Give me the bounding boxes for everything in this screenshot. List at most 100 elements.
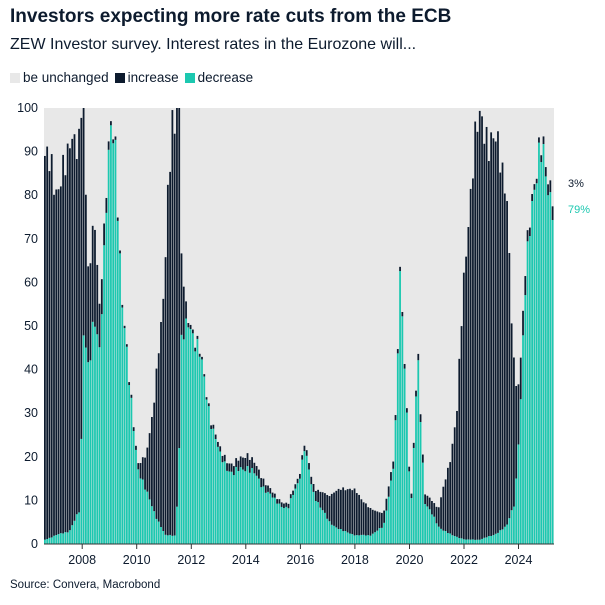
y-tick-label: 70 <box>24 232 38 246</box>
bar-increase <box>467 227 470 540</box>
bar-increase <box>248 459 251 473</box>
bar-decrease <box>64 532 67 544</box>
bar-decrease <box>141 479 144 544</box>
bar-increase <box>155 368 158 519</box>
bar-decrease <box>431 514 433 544</box>
bar-decrease <box>144 489 146 544</box>
bar-increase <box>312 484 315 492</box>
bar-increase <box>296 478 299 484</box>
bar-decrease <box>517 444 520 544</box>
bar-decrease <box>278 503 281 544</box>
bar-decrease <box>396 353 399 544</box>
bar-increase <box>110 121 112 126</box>
bar-increase <box>515 386 518 479</box>
bar-increase <box>112 139 115 144</box>
bar-increase <box>549 180 552 193</box>
bar-increase <box>153 402 156 512</box>
bar-increase <box>494 141 497 534</box>
bar-increase <box>351 490 354 535</box>
bar-increase <box>472 178 474 540</box>
bar-decrease <box>221 462 224 544</box>
bar-increase <box>62 154 64 534</box>
bar-decrease <box>258 478 260 544</box>
bar-increase <box>408 466 411 472</box>
bar-decrease <box>342 531 345 544</box>
bar-increase <box>289 494 292 499</box>
y-tick-label: 60 <box>24 275 38 289</box>
x-tick-label: 2018 <box>341 553 369 567</box>
y-tick-label: 40 <box>24 363 38 377</box>
bar-decrease <box>367 535 370 544</box>
bar-increase <box>185 301 187 319</box>
bar-increase <box>69 148 71 531</box>
bar-increase <box>435 506 438 524</box>
bar-decrease <box>533 189 536 544</box>
bar-increase <box>442 486 445 531</box>
bar-increase <box>50 154 53 538</box>
bar-decrease <box>374 532 376 544</box>
bar-decrease <box>339 529 342 544</box>
bar-increase <box>217 441 219 447</box>
bar-decrease <box>146 491 149 544</box>
bar-increase <box>260 478 263 488</box>
bar-decrease <box>248 472 251 544</box>
x-tick-label: 2024 <box>505 553 533 567</box>
bar-increase <box>465 256 467 540</box>
bar-increase <box>55 189 58 536</box>
bar-increase <box>89 263 92 361</box>
bar-increase <box>189 324 192 330</box>
bar-increase <box>146 447 149 492</box>
bar-decrease <box>324 512 326 544</box>
bar-decrease <box>442 530 445 544</box>
bar-decrease <box>435 523 438 544</box>
bar-decrease <box>66 532 69 544</box>
bar-decrease <box>59 533 62 544</box>
bar-increase <box>365 503 367 536</box>
bar-decrease <box>119 253 121 544</box>
bar-increase <box>346 489 349 533</box>
bar-increase <box>406 408 408 413</box>
bar-decrease <box>198 356 201 544</box>
bar-increase <box>173 133 176 536</box>
bar-increase <box>201 356 203 360</box>
bar-increase <box>326 494 329 519</box>
bar-decrease <box>355 535 358 544</box>
bar-decrease <box>519 399 522 544</box>
bar-increase <box>251 457 253 469</box>
bar-increase <box>71 138 74 526</box>
bar-increase <box>308 463 310 470</box>
bar-decrease <box>540 162 543 544</box>
bar-increase <box>301 455 304 460</box>
bar-decrease <box>303 451 306 544</box>
y-axis: 0 10 20 30 40 50 60 70 80 90 100 <box>17 101 38 551</box>
bar-increase <box>478 110 481 540</box>
bar-increase <box>212 424 215 429</box>
bar-decrease <box>212 428 215 544</box>
bar-increase <box>349 488 351 534</box>
bar-increase <box>355 493 358 536</box>
bar-increase <box>426 495 429 507</box>
bar-increase <box>203 374 206 377</box>
bar-decrease <box>44 539 46 544</box>
bar-decrease <box>135 449 137 544</box>
bar-decrease <box>469 539 472 544</box>
bar-increase <box>182 286 185 340</box>
bar-increase <box>376 511 379 531</box>
bar-decrease <box>349 533 351 544</box>
bar-increase <box>178 108 181 449</box>
bar-increase <box>390 472 392 481</box>
bar-decrease <box>178 448 181 544</box>
bar-decrease <box>403 368 406 544</box>
bar-increase <box>137 463 140 470</box>
bar-increase <box>410 493 413 498</box>
bar-decrease <box>346 532 349 544</box>
bar-decrease <box>394 420 397 544</box>
bar-decrease <box>314 500 317 544</box>
bar-decrease <box>171 535 174 544</box>
bar-decrease <box>453 536 456 544</box>
bar-increase <box>287 503 290 509</box>
bar-decrease <box>75 514 78 544</box>
bar-increase <box>269 488 272 494</box>
bar-increase <box>314 491 317 501</box>
annotation-decrease-last: 79% <box>568 204 590 216</box>
